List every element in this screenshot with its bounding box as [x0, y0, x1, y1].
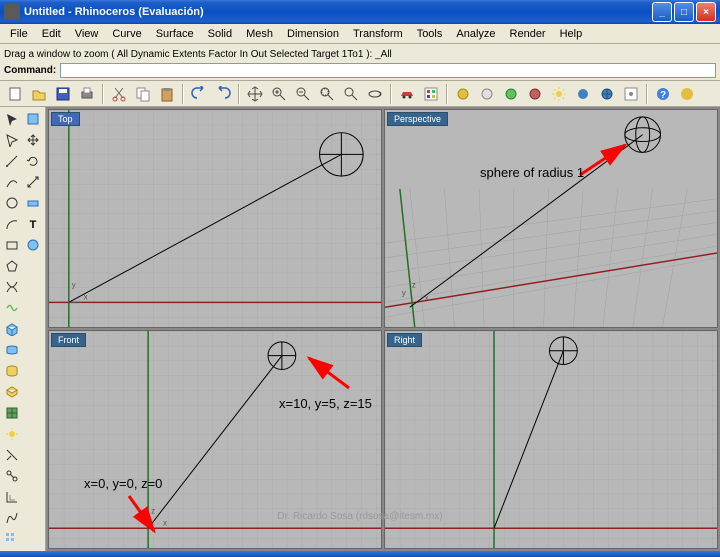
tool-layers[interactable] — [420, 83, 442, 105]
menu-view[interactable]: View — [69, 26, 105, 42]
tool-shade[interactable] — [452, 83, 474, 105]
menu-transform[interactable]: Transform — [347, 26, 409, 42]
side-extra1[interactable] — [23, 193, 43, 213]
tool-globe[interactable] — [596, 83, 618, 105]
tool-zoomin[interactable] — [268, 83, 290, 105]
side-curve[interactable] — [2, 298, 22, 318]
svg-text:T: T — [30, 219, 37, 231]
close-button[interactable]: × — [696, 2, 716, 22]
menu-dimension[interactable]: Dimension — [281, 26, 345, 42]
side-line[interactable] — [2, 172, 22, 192]
taskbar — [0, 551, 720, 557]
viewport-perspective[interactable]: Perspective — [384, 109, 718, 328]
minimize-button[interactable]: _ — [652, 2, 672, 22]
menu-mesh[interactable]: Mesh — [240, 26, 279, 42]
tool-sun[interactable] — [548, 83, 570, 105]
menu-edit[interactable]: Edit — [36, 26, 67, 42]
side-rotate[interactable] — [23, 151, 43, 171]
menu-analyze[interactable]: Analyze — [450, 26, 501, 42]
side-arrow[interactable] — [2, 109, 22, 129]
side-array[interactable] — [2, 529, 22, 549]
menu-help[interactable]: Help — [554, 26, 589, 42]
command-label: Command: — [4, 65, 56, 76]
side-cyl[interactable] — [2, 361, 22, 381]
tool-new[interactable] — [4, 83, 26, 105]
svg-text:z: z — [412, 281, 416, 290]
command-area: Drag a window to zoom ( All Dynamic Exte… — [0, 44, 720, 81]
tool-print[interactable] — [76, 83, 98, 105]
svg-text:y: y — [72, 281, 76, 290]
side-polygon[interactable] — [2, 256, 22, 276]
window-title: Untitled - Rhinoceros (Evaluación) — [24, 6, 204, 18]
viewport-top-label[interactable]: Top — [51, 112, 80, 126]
menu-bar: File Edit View Curve Surface Solid Mesh … — [0, 24, 720, 44]
menu-curve[interactable]: Curve — [106, 26, 147, 42]
tool-opt[interactable] — [620, 83, 642, 105]
tool-zoomext[interactable] — [316, 83, 338, 105]
side-extra2[interactable] — [23, 235, 43, 255]
command-prompt: Drag a window to zoom ( All Dynamic Exte… — [4, 49, 392, 60]
tool-sidebar: T — [0, 107, 46, 551]
main-toolbar: ? — [0, 81, 720, 107]
svg-text:x: x — [425, 293, 429, 302]
side-trim[interactable] — [2, 445, 22, 465]
side-point[interactable] — [2, 151, 22, 171]
side-split[interactable] — [2, 466, 22, 486]
side-arc[interactable] — [2, 214, 22, 234]
side-scale[interactable] — [23, 172, 43, 192]
tool-undo[interactable] — [188, 83, 210, 105]
side-join[interactable] — [23, 109, 43, 129]
menu-file[interactable]: File — [4, 26, 34, 42]
side-ellipse[interactable] — [2, 277, 22, 297]
tool-save[interactable] — [52, 83, 74, 105]
side-offset[interactable] — [2, 487, 22, 507]
maximize-button[interactable]: □ — [674, 2, 694, 22]
side-cone[interactable] — [2, 382, 22, 402]
tool-zoomwin[interactable] — [340, 83, 362, 105]
viewport-right-label[interactable]: Right — [387, 333, 422, 347]
tool-render[interactable] — [500, 83, 522, 105]
viewport-front-label[interactable]: Front — [51, 333, 86, 347]
tool-mat[interactable] — [572, 83, 594, 105]
menu-tools[interactable]: Tools — [411, 26, 449, 42]
side-circle[interactable] — [2, 193, 22, 213]
viewport-top[interactable]: Top x y — [48, 109, 382, 328]
side-move[interactable] — [23, 130, 43, 150]
tool-open[interactable] — [28, 83, 50, 105]
tool-copy[interactable] — [132, 83, 154, 105]
side-mesh[interactable] — [2, 403, 22, 423]
tool-rotate[interactable] — [364, 83, 386, 105]
tool-redo[interactable] — [212, 83, 234, 105]
side-rect[interactable] — [2, 235, 22, 255]
tool-wire[interactable] — [524, 83, 546, 105]
viewport-container: Top x y Perspective — [46, 107, 720, 551]
side-text[interactable]: T — [23, 214, 43, 234]
side-surf[interactable] — [2, 340, 22, 360]
side-sun[interactable] — [2, 424, 22, 444]
menu-surface[interactable]: Surface — [150, 26, 200, 42]
svg-text:y: y — [402, 288, 406, 297]
tool-help[interactable]: ? — [652, 83, 674, 105]
svg-text:?: ? — [660, 90, 666, 101]
tool-pan[interactable] — [244, 83, 266, 105]
command-input[interactable] — [60, 63, 716, 78]
tool-ghost[interactable] — [476, 83, 498, 105]
menu-render[interactable]: Render — [504, 26, 552, 42]
tool-cut[interactable] — [108, 83, 130, 105]
tool-info[interactable] — [676, 83, 698, 105]
viewport-perspective-label[interactable]: Perspective — [387, 112, 448, 126]
window-titlebar: Untitled - Rhinoceros (Evaluación) _ □ × — [0, 0, 720, 24]
app-icon — [4, 4, 20, 20]
svg-text:x: x — [84, 292, 88, 301]
side-box[interactable] — [2, 319, 22, 339]
footer-credit: Dr. Ricardo Sosa (rdsosa@itesm.mx) — [0, 511, 720, 522]
tool-zoomout[interactable] — [292, 83, 314, 105]
tool-paste[interactable] — [156, 83, 178, 105]
tool-car-icon[interactable] — [396, 83, 418, 105]
side-arrow2[interactable] — [2, 130, 22, 150]
menu-solid[interactable]: Solid — [202, 26, 238, 42]
